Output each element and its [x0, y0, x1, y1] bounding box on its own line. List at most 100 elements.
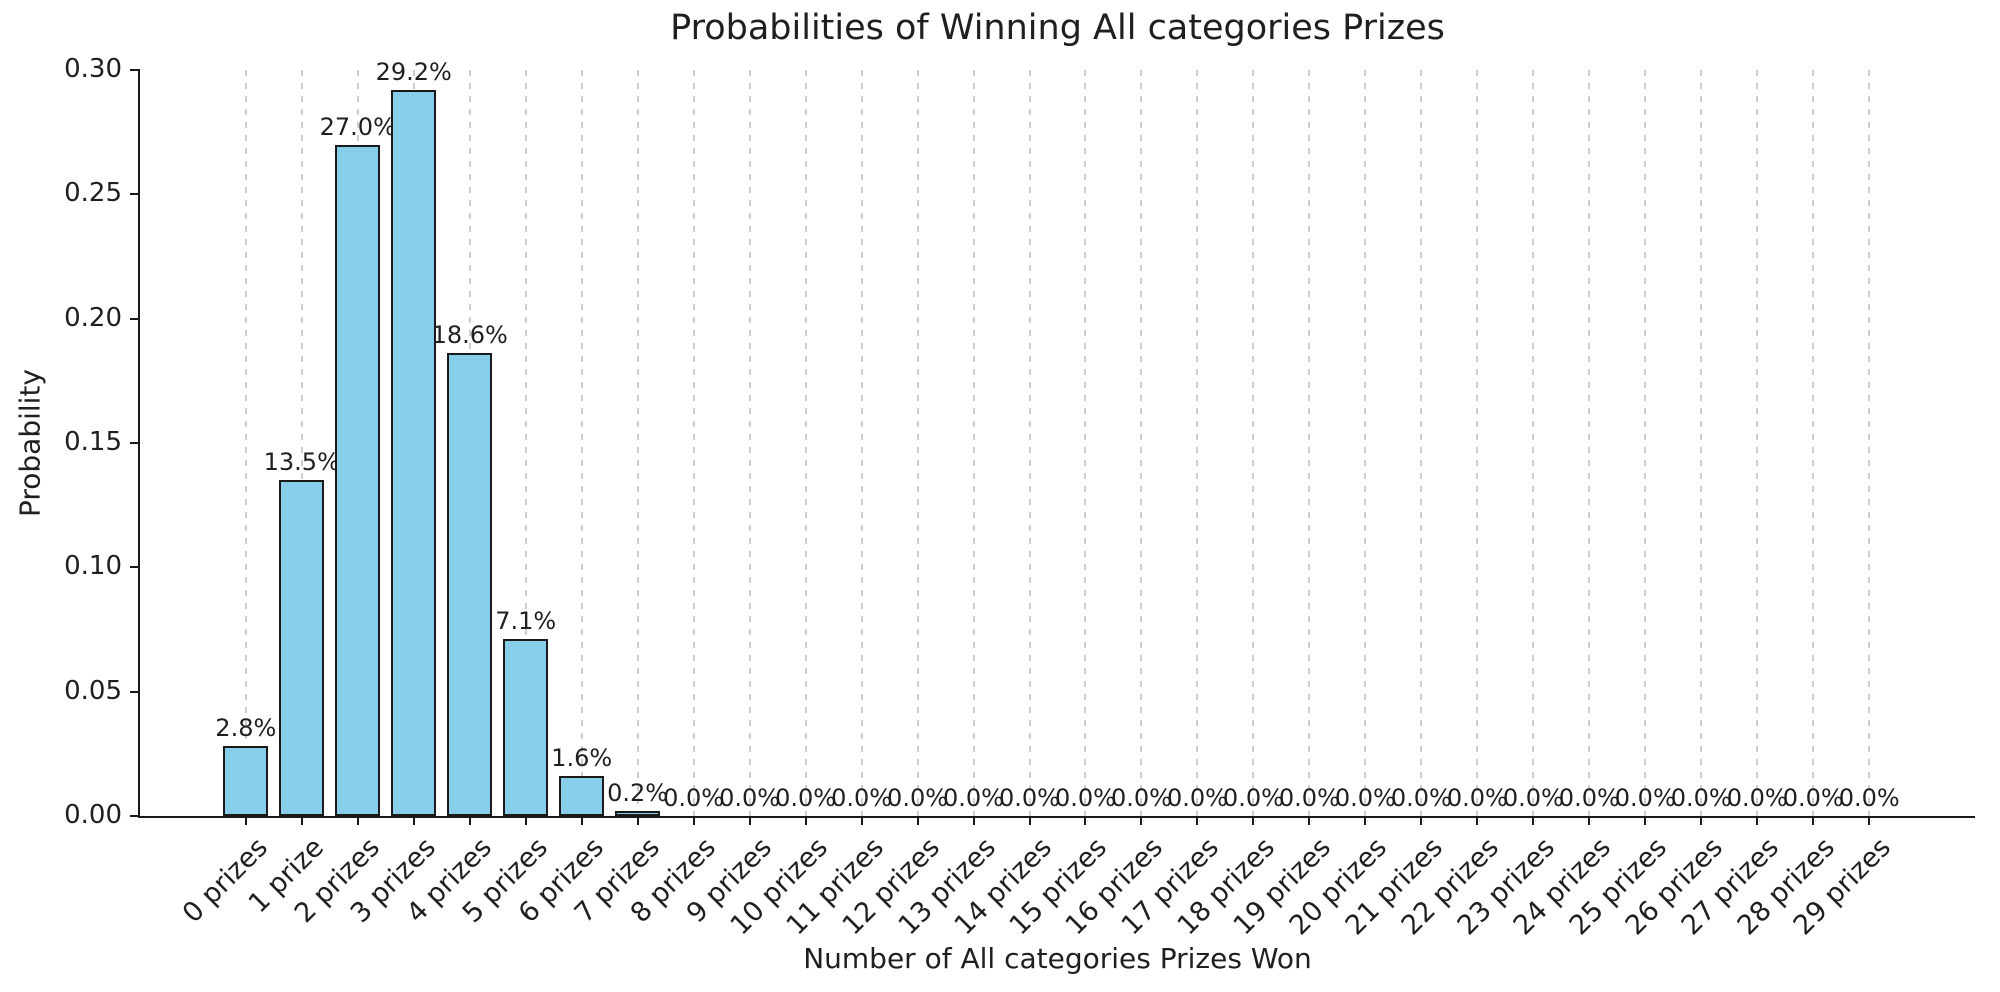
bar-value-label: 0.0%: [1222, 784, 1284, 812]
x-tick-mark: [636, 816, 639, 825]
x-tick-mark: [804, 816, 807, 825]
gridline: [1364, 70, 1367, 816]
x-tick-mark: [972, 816, 975, 825]
bar-value-label: 0.0%: [1726, 784, 1788, 812]
bar-value-label: 0.0%: [1502, 784, 1564, 812]
x-tick-mark: [1084, 816, 1087, 825]
gridline: [1028, 70, 1031, 816]
gridline: [1084, 70, 1087, 816]
bar-value-label: 0.0%: [999, 784, 1060, 812]
x-axis-title: Number of All categories Prizes Won: [803, 942, 1312, 975]
gridline: [1812, 70, 1815, 816]
gridline: [972, 70, 975, 816]
gridline: [1588, 70, 1591, 816]
bar: [279, 480, 325, 816]
gridline: [580, 70, 583, 816]
y-tick-label: 0.00: [64, 800, 122, 830]
x-tick-mark: [1812, 816, 1815, 825]
bar-value-label: 2.8%: [215, 714, 277, 743]
y-tick-label: 0.30: [64, 54, 122, 84]
bar-value-label: 0.0%: [887, 784, 949, 812]
gridline: [1700, 70, 1703, 816]
bar-value-label: 0.0%: [943, 784, 1004, 812]
bar-value-label: 18.6%: [431, 321, 508, 350]
x-tick-mark: [1252, 816, 1255, 825]
gridline: [860, 70, 863, 816]
gridline: [1420, 70, 1423, 816]
x-tick-mark: [916, 816, 919, 825]
bar-value-label: 0.0%: [1838, 784, 1900, 812]
x-tick-mark: [1476, 816, 1479, 825]
bar-value-label: 0.0%: [1334, 784, 1396, 812]
gridline: [692, 70, 695, 816]
gridline: [300, 70, 303, 816]
bar-value-label: 29.2%: [375, 57, 452, 86]
gridline: [524, 70, 527, 816]
x-tick-mark: [1308, 816, 1311, 825]
x-tick-mark: [1420, 816, 1423, 825]
gridline: [804, 70, 807, 816]
gridline: [1252, 70, 1255, 816]
x-tick-mark: [1140, 816, 1143, 825]
y-tick-label: 0.20: [64, 302, 122, 333]
x-tick-mark: [1868, 816, 1871, 825]
gridline: [748, 70, 751, 816]
bar-value-label: 0.0%: [1390, 784, 1452, 812]
gridline: [1308, 70, 1311, 816]
gridline: [916, 70, 919, 816]
y-tick-mark: [130, 193, 140, 196]
x-tick-mark: [1756, 816, 1759, 825]
bar: [391, 89, 437, 816]
bar-value-label: 0.0%: [831, 784, 893, 812]
x-tick-mark: [1644, 816, 1647, 825]
bar: [615, 811, 661, 816]
y-tick-mark: [130, 442, 140, 444]
x-tick-mark: [1028, 816, 1031, 825]
bar-value-label: 0.2%: [607, 779, 669, 808]
bar-value-label: 27.0%: [319, 112, 396, 141]
gridline: [636, 70, 639, 816]
x-tick-mark: [300, 816, 303, 825]
x-tick-mark: [1588, 816, 1591, 825]
x-tick-mark: [1196, 816, 1199, 825]
y-tick-label: 0.25: [64, 178, 122, 209]
bar: [559, 776, 605, 816]
x-tick-mark: [468, 816, 471, 825]
bar-value-label: 7.1%: [495, 607, 557, 636]
bar-value-label: 0.0%: [775, 784, 837, 812]
gridline: [1756, 70, 1759, 816]
x-tick-mark: [244, 816, 247, 825]
gridline: [1196, 70, 1199, 816]
x-tick-mark: [524, 816, 527, 825]
bar: [223, 746, 269, 816]
x-tick-mark: [412, 816, 415, 825]
gridline: [1868, 70, 1871, 816]
y-axis-line: [138, 70, 140, 818]
x-tick-mark: [356, 816, 359, 825]
bar-value-label: 0.0%: [719, 784, 781, 812]
bar: [447, 353, 493, 816]
bar-value-label: 0.0%: [1054, 784, 1116, 812]
bar-value-label: 1.6%: [551, 744, 613, 773]
x-tick-mark: [580, 816, 583, 825]
x-tick-mark: [692, 816, 695, 825]
gridline: [244, 70, 247, 816]
bar-value-label: 0.0%: [1110, 784, 1172, 812]
y-tick-label: 0.10: [64, 551, 122, 582]
gridline: [1532, 70, 1535, 816]
bar-value-label: 13.5%: [263, 448, 340, 477]
gridline: [1644, 70, 1647, 816]
y-tick-mark: [130, 815, 140, 817]
bar-value-label: 0.0%: [1558, 784, 1620, 812]
bar-value-label: 0.0%: [1782, 784, 1844, 812]
chart-title: Probabilities of Winning All categories …: [670, 8, 1445, 48]
bar-value-label: 0.0%: [1278, 784, 1340, 812]
bar-value-label: 0.0%: [1166, 784, 1228, 812]
x-tick-mark: [1364, 816, 1367, 825]
bar: [503, 639, 549, 816]
x-tick-mark: [1532, 816, 1535, 825]
x-axis-line: [138, 816, 1975, 818]
bar-value-label: 0.0%: [1614, 784, 1676, 812]
x-tick-mark: [860, 816, 863, 825]
y-tick-label: 0.05: [64, 675, 122, 706]
